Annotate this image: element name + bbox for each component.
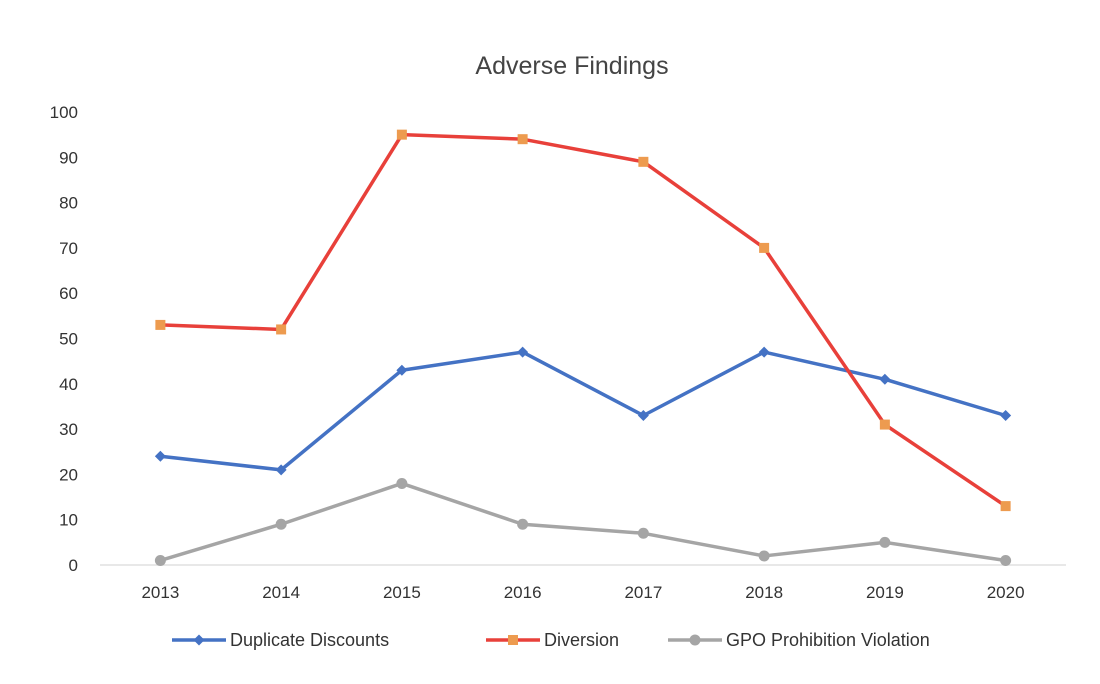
y-tick-label: 30 [59,420,78,439]
y-tick-label: 20 [59,465,78,484]
data-point-gpo-prohibition-violation [154,554,166,566]
data-point-diversion [879,419,890,430]
data-point-duplicate-discounts [637,410,649,422]
legend-item-gpo-prohibition-violation: GPO Prohibition Violation [668,630,930,650]
data-point-duplicate-discounts [1000,410,1012,422]
x-tick-label: 2016 [504,583,542,602]
data-point-gpo-prohibition-violation [879,536,891,548]
plot-area [154,129,1012,566]
legend-swatch-marker [508,635,518,645]
data-point-gpo-prohibition-violation [517,518,529,530]
data-point-diversion [1000,501,1011,512]
y-tick-label: 10 [59,511,78,530]
data-point-duplicate-discounts [275,464,287,476]
series-line-duplicate-discounts [158,350,1008,472]
x-tick-label: 2020 [987,583,1025,602]
data-point-gpo-prohibition-violation [758,550,770,562]
data-point-diversion [517,134,528,145]
series-line-gpo-prohibition-violation [158,481,1008,563]
data-point-diversion [759,242,770,253]
y-tick-label: 50 [59,330,78,349]
data-point-gpo-prohibition-violation [396,477,408,489]
legend-label: Duplicate Discounts [230,630,389,650]
data-point-gpo-prohibition-violation [1000,554,1012,566]
legend: Duplicate Discounts Diversion GPO Prohibit… [172,630,930,650]
series-duplicate-discounts [154,346,1012,476]
data-point-duplicate-discounts [154,450,166,462]
data-point-duplicate-discounts [879,373,891,385]
y-tick-label: 80 [59,194,78,213]
series-line-diversion [158,132,1008,508]
legend-label: Diversion [544,630,619,650]
data-point-gpo-prohibition-violation [275,518,287,530]
legend-item-duplicate-discounts: Duplicate Discounts [172,630,389,650]
x-tick-label: 2017 [624,583,662,602]
data-point-duplicate-discounts [758,346,770,358]
x-axis: 2013 2014 2015 2016 2017 2018 2019 2020 [100,564,1066,602]
series-gpo-prohibition-violation [154,477,1012,566]
data-point-diversion [276,324,287,335]
data-point-duplicate-discounts [396,364,408,376]
legend-label: GPO Prohibition Violation [726,630,930,650]
x-tick-label: 2019 [866,583,904,602]
y-tick-label: 90 [59,148,78,167]
data-point-duplicate-discounts [517,346,529,358]
y-tick-label: 40 [59,375,78,394]
y-tick-label: 100 [50,103,78,122]
y-tick-label: 60 [59,284,78,303]
x-tick-label: 2018 [745,583,783,602]
data-point-diversion [396,129,407,140]
chart-title: Adverse Findings [475,52,668,80]
legend-item-diversion: Diversion [486,630,619,650]
x-tick-label: 2015 [383,583,421,602]
x-tick-label: 2014 [262,583,300,602]
y-axis: 0 10 20 30 40 50 60 70 80 90 100 [50,103,78,575]
legend-swatch-marker [689,634,701,646]
data-point-gpo-prohibition-violation [637,527,649,539]
series-diversion [155,129,1011,512]
data-point-diversion [638,156,649,167]
x-tick-label: 2013 [141,583,179,602]
y-tick-label: 0 [69,556,78,575]
data-point-diversion [155,319,166,330]
legend-swatch-marker [193,634,205,646]
y-tick-label: 70 [59,239,78,258]
